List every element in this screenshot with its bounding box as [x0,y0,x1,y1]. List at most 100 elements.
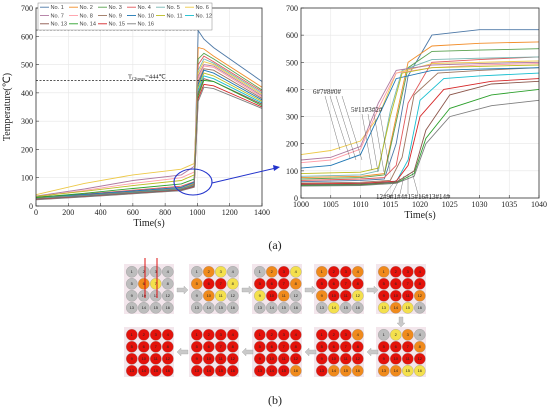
channel-circle [191,341,203,353]
channel-number: 12 [418,293,423,298]
channel-circle [203,329,215,341]
x-tick-label: 400 [95,208,107,217]
channel-circle [227,302,239,314]
x-tick-label: 1040 [531,200,547,209]
legend-entry: No. 15 [109,22,125,28]
channel-number: 13 [195,368,200,373]
x-tick-label: 800 [159,208,171,217]
legend-entry: No. 16 [138,22,154,28]
channel-circle [215,266,227,278]
channel-circle [378,341,390,353]
channel-number: 6 [143,344,146,349]
channel-circle [316,353,328,365]
channel-number: 1 [259,332,262,337]
legend-entry: No. 2 [80,5,93,11]
leader-line [391,177,401,195]
channel-number: 6 [208,281,211,286]
series-line-16 [300,99,540,187]
leader-line [367,113,379,173]
channel-number: 9 [383,293,386,298]
channel-circle [138,353,150,365]
channel-number: 5 [196,344,199,349]
channel-number: 13 [320,368,325,373]
caption-b: (b) [268,393,282,407]
y-tick-label: 200 [21,145,33,154]
channel-number: 5 [259,281,262,286]
channel-circle [227,266,239,278]
channel-circle [328,278,340,290]
channel-circle [254,278,266,290]
x-tick-label: 1025 [442,200,458,209]
channel-circle [390,278,402,290]
channel-number: 6 [271,281,274,286]
channel-circle [402,266,414,278]
channel-number: 1 [259,269,262,274]
channel-circle [150,278,162,290]
channel-circle [328,329,340,341]
flow-arrow [176,285,189,295]
y-tick-label: 0 [29,202,33,211]
channel-number: 7 [220,344,223,349]
channel-number: 7 [220,281,223,286]
channel-number: 10 [394,356,399,361]
channel-number: 14 [332,368,337,373]
x-tick-label: 1005 [323,200,339,209]
y-tick-label: 300 [286,113,298,122]
y-tick-label: 600 [21,32,33,41]
channel-number: 6 [333,281,336,286]
channel-number: 4 [357,332,360,337]
channel-circle [138,290,150,302]
channel-number: 14 [332,305,337,310]
channel-circle [126,290,138,302]
highlight-ellipse [173,168,213,196]
channel-number: 8 [357,281,360,286]
channel-circle [266,278,278,290]
annotation-group-2: 5#11#3#2# [351,106,383,114]
channel-number: 15 [219,368,224,373]
channel-circle [328,290,340,302]
channel-number: 14 [394,368,399,373]
channel-number: 13 [130,305,135,310]
channel-number: 4 [295,332,298,337]
channel-number: 7 [155,281,158,286]
channel-number: 5 [196,281,199,286]
channel-number: 16 [356,305,361,310]
channel-circle [162,353,174,365]
channel-number: 11 [219,293,224,298]
channel-number: 3 [283,332,286,337]
channel-number: 16 [294,305,299,310]
channel-circle [340,341,352,353]
channel-number: 13 [382,368,387,373]
channel-circle [414,278,426,290]
channel-number: 12 [418,356,423,361]
y-tick-label: 700 [286,4,298,13]
channel-circle [278,365,290,377]
y-tick-label: 400 [286,85,298,94]
channel-circle [162,365,174,377]
channel-number: 9 [131,356,134,361]
channel-number: 9 [321,356,324,361]
x-axis-label: Time(s) [133,218,164,229]
series-line-6 [35,61,263,196]
channel-number: 3 [345,269,348,274]
channel-circle [390,365,402,377]
channel-number: 2 [333,269,336,274]
channel-number: 6 [271,344,274,349]
leader-line [335,95,357,161]
channel-number: 13 [382,305,387,310]
channel-circle [316,278,328,290]
channel-circle [290,365,302,377]
channel-circle [414,353,426,365]
channel-number: 7 [155,344,158,349]
x-tick-label: 1035 [501,200,517,209]
channel-number: 7 [407,281,410,286]
channel-number: 11 [154,356,159,361]
channel-circle [203,266,215,278]
channel-circle [215,329,227,341]
channel-circle [378,278,390,290]
channel-circle [150,341,162,353]
channel-circle [352,365,364,377]
channel-circle [126,353,138,365]
